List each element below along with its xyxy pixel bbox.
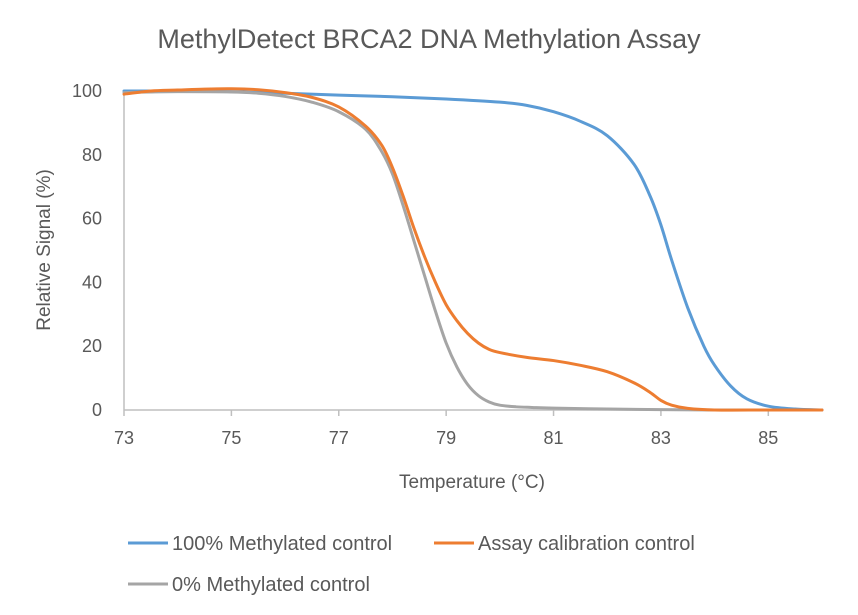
- x-tick-label: 85: [758, 428, 778, 448]
- legend-label: 100% Methylated control: [172, 533, 392, 555]
- x-tick-label: 79: [436, 428, 456, 448]
- plot-area: 73 75 77 79 81 83 85 0 20 40 60 80 100: [72, 81, 824, 448]
- legend-label: 0% Methylated control: [172, 574, 370, 596]
- series-line-1: [122, 89, 824, 412]
- y-tick-label: 40: [82, 272, 102, 292]
- x-tick-label: 75: [221, 428, 241, 448]
- y-tick-label: 60: [82, 209, 102, 229]
- series-line-3: [122, 90, 824, 412]
- y-tick-label: 20: [82, 336, 102, 356]
- x-tick-label: 81: [544, 428, 564, 448]
- x-tick-label: 73: [114, 428, 134, 448]
- legend-label: Assay calibration control: [478, 533, 695, 555]
- chart-title: MethylDetect BRCA2 DNA Methylation Assay: [157, 24, 701, 54]
- y-tick-label: 80: [82, 145, 102, 165]
- x-tick-label: 83: [651, 428, 671, 448]
- y-tick-label: 100: [72, 81, 102, 101]
- series-lines: [122, 87, 824, 412]
- series-line-2: [122, 87, 824, 412]
- y-tick-label: 0: [92, 400, 102, 420]
- x-tick-label: 77: [329, 428, 349, 448]
- y-ticks: 0 20 40 60 80 100: [72, 81, 102, 420]
- y-axis-title: Relative Signal (%): [34, 169, 55, 331]
- x-ticks: 73 75 77 79 81 83 85: [114, 410, 778, 448]
- x-axis-title: Temperature (°C): [399, 472, 545, 493]
- legend: 100% Methylated control Assay calibration…: [128, 533, 695, 596]
